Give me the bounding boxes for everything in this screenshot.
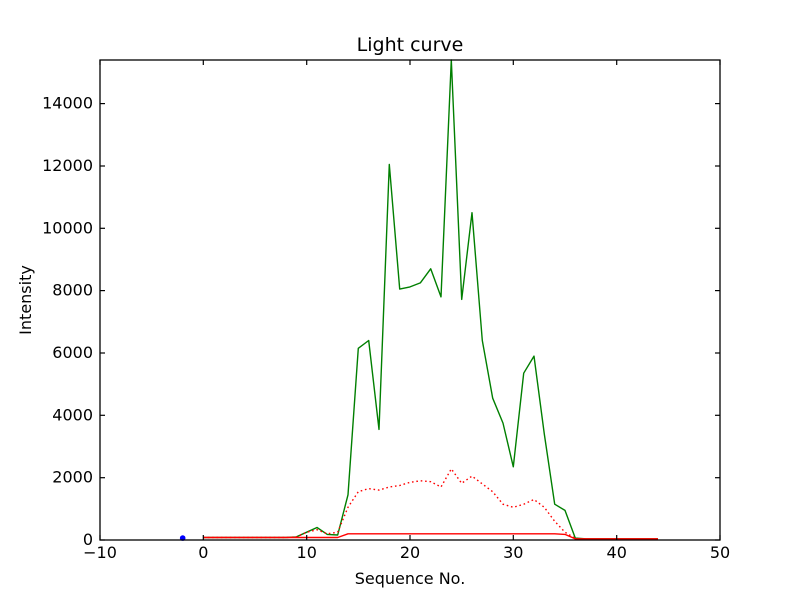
y-tick-label: 14000 (42, 94, 93, 113)
y-tick-label: 2000 (52, 468, 93, 487)
y-tick-label: 4000 (52, 405, 93, 424)
x-tick-label: −10 (83, 543, 117, 562)
x-tick-label: 20 (400, 543, 420, 562)
x-axis-label: Sequence No. (355, 569, 466, 588)
x-tick-label: 30 (503, 543, 523, 562)
y-tick-label: 10000 (42, 218, 93, 237)
y-tick-label: 8000 (52, 281, 93, 300)
plot-layer: −10 0 10 20 30 40 5002000400060008000100001200… (42, 59, 730, 562)
x-tick-label: 40 (607, 543, 627, 562)
y-tick-label: 6000 (52, 343, 93, 362)
chart-title: Light curve (357, 34, 464, 56)
x-tick-label: 0 (198, 543, 208, 562)
y-tick-label: 12000 (42, 156, 93, 175)
x-tick-label: 50 (710, 543, 730, 562)
y-tick-label: 0 (83, 530, 93, 549)
y-axis-label: Intensity (16, 265, 35, 335)
series-red-line (203, 533, 658, 540)
plot-area (100, 60, 720, 540)
x-tick-label: 10 (297, 543, 317, 562)
